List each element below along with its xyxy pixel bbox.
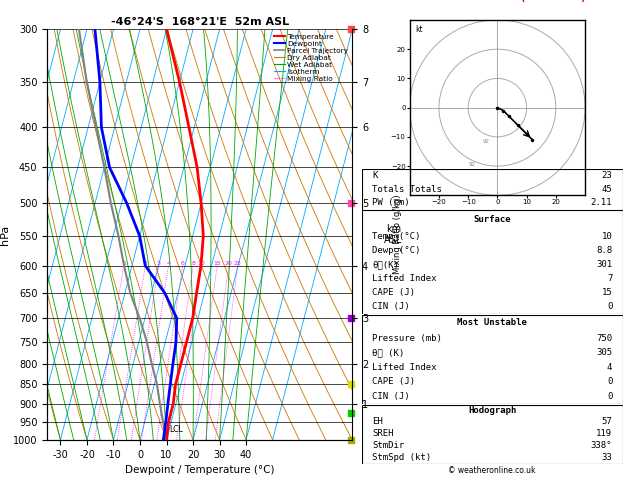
Text: 2.11: 2.11 [591, 198, 612, 208]
Text: Dewp (°C): Dewp (°C) [372, 246, 421, 255]
Text: 119: 119 [596, 429, 612, 438]
Text: © weatheronline.co.uk: © weatheronline.co.uk [448, 466, 536, 475]
Text: 305: 305 [596, 348, 612, 357]
Y-axis label: km
ASL: km ASL [384, 224, 403, 245]
Text: Hodograph: Hodograph [468, 406, 516, 415]
Text: CIN (J): CIN (J) [372, 302, 409, 311]
Text: 25: 25 [234, 260, 242, 265]
Text: 4: 4 [167, 260, 170, 265]
Title: -46°24'S  168°21'E  52m ASL: -46°24'S 168°21'E 52m ASL [111, 17, 289, 27]
Text: StmDir: StmDir [372, 441, 404, 450]
Text: 1: 1 [122, 260, 126, 265]
Text: 15: 15 [213, 260, 221, 265]
Text: Totals Totals: Totals Totals [372, 185, 442, 194]
Text: Pressure (mb): Pressure (mb) [372, 333, 442, 343]
Text: CAPE (J): CAPE (J) [372, 378, 415, 386]
Text: 301: 301 [596, 260, 612, 269]
Text: 15: 15 [601, 288, 612, 297]
Text: Mixing Ratio (g/kg): Mixing Ratio (g/kg) [393, 195, 402, 274]
Text: LCL: LCL [169, 425, 183, 434]
Text: PW (cm): PW (cm) [372, 198, 409, 208]
Text: EH: EH [372, 417, 383, 426]
Text: 33: 33 [601, 453, 612, 462]
X-axis label: Dewpoint / Temperature (°C): Dewpoint / Temperature (°C) [125, 465, 274, 475]
Text: 750: 750 [596, 333, 612, 343]
Text: 8.8: 8.8 [596, 246, 612, 255]
Text: CIN (J): CIN (J) [372, 392, 409, 401]
Text: 0: 0 [607, 378, 612, 386]
Text: Temp (°C): Temp (°C) [372, 232, 421, 241]
Text: 20: 20 [225, 260, 233, 265]
Text: 0: 0 [607, 302, 612, 311]
Text: 10: 10 [198, 260, 206, 265]
Text: 7: 7 [607, 274, 612, 283]
Text: 6: 6 [181, 260, 185, 265]
Text: K: K [372, 172, 377, 180]
Text: 2: 2 [143, 260, 147, 265]
Text: 92: 92 [483, 139, 490, 144]
Text: 10: 10 [601, 232, 612, 241]
Text: 3: 3 [157, 260, 160, 265]
Text: SREH: SREH [372, 429, 394, 438]
Text: 57: 57 [601, 417, 612, 426]
Text: θᴜ(K): θᴜ(K) [372, 260, 399, 269]
Text: 338°: 338° [591, 441, 612, 450]
Text: 0: 0 [607, 392, 612, 401]
Text: StmSpd (kt): StmSpd (kt) [372, 453, 431, 462]
Text: Surface: Surface [474, 215, 511, 224]
Text: 23: 23 [601, 172, 612, 180]
Legend: Temperature, Dewpoint, Parcel Trajectory, Dry Adiabat, Wet Adiabat, Isotherm, Mi: Temperature, Dewpoint, Parcel Trajectory… [274, 33, 348, 83]
Text: 92: 92 [468, 162, 475, 167]
Text: 45: 45 [601, 185, 612, 194]
Text: 30.04.2024  06GMT (Base: 06): 30.04.2024 06GMT (Base: 06) [398, 0, 587, 2]
Y-axis label: hPa: hPa [0, 225, 10, 244]
Text: kt: kt [416, 25, 423, 34]
Text: 8: 8 [191, 260, 195, 265]
Text: Most Unstable: Most Unstable [457, 318, 527, 327]
Text: CAPE (J): CAPE (J) [372, 288, 415, 297]
Text: Lifted Index: Lifted Index [372, 274, 437, 283]
Text: 4: 4 [607, 363, 612, 372]
Text: Lifted Index: Lifted Index [372, 363, 437, 372]
Text: θᴜ (K): θᴜ (K) [372, 348, 404, 357]
